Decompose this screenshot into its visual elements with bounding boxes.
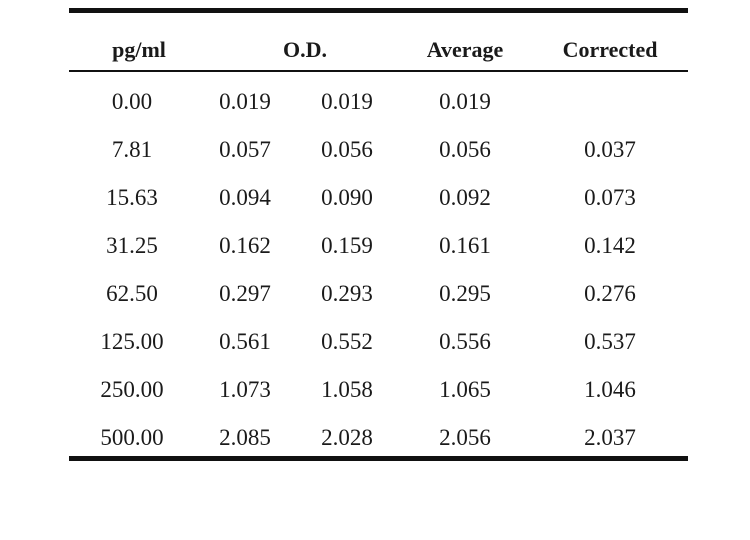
table-top-rule	[69, 8, 688, 13]
cell-corrected: 0.537	[584, 329, 636, 354]
table-row: 62.50 0.297 0.293 0.295 0.276	[69, 271, 688, 319]
cell-concentration: 7.81	[111, 137, 153, 162]
cell-concentration: 31.25	[106, 233, 158, 258]
table-body: 0.00 0.019 0.019 0.019 7.81 0.057 0.056 0.056 0.…	[69, 79, 688, 456]
header-concentration: pg/ml	[112, 37, 166, 62]
cell-od-1: 1.073	[219, 377, 271, 402]
cell-od-1: 0.162	[219, 233, 271, 258]
cell-corrected: 2.037	[584, 425, 636, 450]
cell-concentration: 62.50	[106, 281, 158, 306]
cell-corrected: 0.276	[584, 281, 636, 306]
header-od: O.D.	[283, 37, 327, 62]
table-row: 250.00 1.073 1.058 1.065 1.046	[69, 367, 688, 415]
cell-corrected: 1.046	[584, 377, 636, 402]
header-average: Average	[426, 37, 504, 62]
cell-od-2: 0.019	[321, 89, 373, 114]
cell-corrected: 0.142	[584, 233, 636, 258]
table-header-rule	[69, 70, 688, 72]
table-header-row: pg/ml O.D. Average Corrected	[69, 13, 688, 70]
table-row: 31.25 0.162 0.159 0.161 0.142	[69, 223, 688, 271]
standard-curve-table: pg/ml O.D. Average Corrected 0.00 0.019 0.…	[69, 8, 688, 461]
cell-average: 0.056	[439, 137, 491, 162]
cell-average: 0.161	[439, 233, 491, 258]
cell-concentration: 0.00	[111, 89, 153, 114]
cell-od-2: 0.090	[321, 185, 373, 210]
cell-concentration: 15.63	[106, 185, 158, 210]
cell-od-1: 0.297	[219, 281, 271, 306]
cell-od-1: 0.019	[219, 89, 271, 114]
cell-concentration: 250.00	[100, 377, 164, 402]
cell-concentration: 500.00	[100, 425, 164, 450]
table-row: 500.00 2.085 2.028 2.056 2.037	[69, 415, 688, 463]
cell-od-2: 0.056	[321, 137, 373, 162]
table-bottom-rule	[69, 456, 688, 461]
cell-average: 2.056	[439, 425, 491, 450]
cell-od-2: 1.058	[321, 377, 373, 402]
cell-od-1: 0.094	[219, 185, 271, 210]
table-row: 7.81 0.057 0.056 0.056 0.037	[69, 127, 688, 175]
cell-od-1: 0.561	[219, 329, 271, 354]
cell-corrected: 0.073	[584, 185, 636, 210]
cell-average: 0.556	[439, 329, 491, 354]
cell-average: 0.019	[439, 89, 491, 114]
table-row: 15.63 0.094 0.090 0.092 0.073	[69, 175, 688, 223]
cell-average: 0.295	[439, 281, 491, 306]
cell-od-1: 2.085	[219, 425, 271, 450]
cell-od-2: 0.552	[321, 329, 373, 354]
cell-corrected: 0.037	[584, 137, 636, 162]
cell-average: 0.092	[439, 185, 491, 210]
cell-average: 1.065	[439, 377, 491, 402]
table-row: 0.00 0.019 0.019 0.019	[69, 79, 688, 127]
cell-od-2: 2.028	[321, 425, 373, 450]
header-corrected: Corrected	[562, 37, 658, 62]
cell-od-2: 0.159	[321, 233, 373, 258]
cell-concentration: 125.00	[100, 329, 164, 354]
table-row: 125.00 0.561 0.552 0.556 0.537	[69, 319, 688, 367]
cell-od-1: 0.057	[219, 137, 271, 162]
cell-od-2: 0.293	[321, 281, 373, 306]
